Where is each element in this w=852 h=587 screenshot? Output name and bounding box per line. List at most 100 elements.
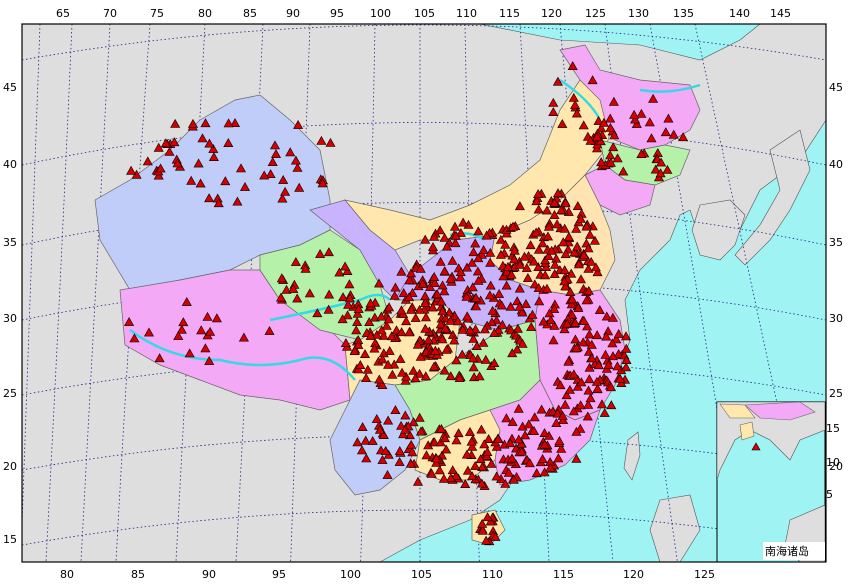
inset-lat-label: 5 [826,488,833,501]
station-triangle-icon [512,323,523,333]
station-triangle-icon [176,324,187,334]
station-triangle-icon [572,381,583,391]
station-triangle-icon [160,138,171,148]
station-triangle-icon [439,266,450,276]
lon-label-top: 90 [286,7,300,20]
station-triangle-icon [500,239,511,249]
station-triangle-icon [608,142,619,152]
station-triangle-icon [591,131,603,141]
station-triangle-icon [481,230,492,240]
station-triangle-icon [415,263,426,273]
station-triangle-icon [431,453,442,463]
station-triangle-icon [603,359,614,369]
station-triangle-icon [457,349,468,359]
station-triangle-icon [481,535,492,545]
station-triangle-icon [543,221,554,231]
station-triangle-icon [276,273,287,283]
station-triangle-icon [386,331,397,341]
station-triangle-icon [644,117,655,127]
lon-label-top: 70 [103,7,117,20]
lon-label-top: 145 [770,7,791,20]
korea-japan [691,129,811,266]
station-triangle-icon [275,292,287,302]
station-triangle-icon [337,314,348,324]
station-triangle-icon [285,147,296,157]
station-triangle-icon [406,439,417,449]
station-triangle-icon [503,467,514,477]
lon-label-top: 115 [499,7,520,20]
station-triangle-icon [548,107,559,116]
station-triangle-icon [605,113,616,123]
station-triangle-icon [586,339,597,349]
station-triangle-icon [359,349,371,358]
lat-label-left: 25 [3,387,17,400]
station-triangle-icon [559,276,570,286]
station-triangle-icon [582,321,593,331]
station-triangle-icon [485,280,496,290]
station-triangle-icon [575,213,586,223]
station-triangle-icon [349,346,360,355]
station-triangle-icon [265,169,276,178]
station-triangle-icon [278,174,289,184]
station-triangle-icon [527,309,538,319]
station-triangle-icon [487,305,498,315]
station-triangle-icon [526,321,537,331]
station-triangle-icon [552,76,563,86]
inset-panel: 15 10 5 南海诸岛 [716,401,840,563]
station-triangle-icon [343,299,354,309]
station-triangle-icon [455,272,466,282]
station-triangle-icon [512,344,523,354]
inset-region-guangdong [744,402,816,421]
station-triangle-icon [142,156,153,166]
station-triangle-icon [592,330,603,340]
station-triangle-icon [596,157,607,167]
station-triangle-icon [555,380,566,390]
station-triangle-icon [466,436,477,446]
lon-label-top: 100 [370,7,391,20]
station-triangle-icon [420,312,432,322]
station-triangle-icon [235,163,247,173]
station-triangle-icon [441,344,452,354]
station-triangle-icon [584,374,595,384]
station-triangle-icon [351,325,362,335]
station-triangle-icon [513,403,524,413]
station-triangle-icon [591,376,602,386]
station-triangle-icon [631,118,642,128]
lon-label-top: 105 [414,7,435,20]
station-triangle-icon [568,92,579,102]
station-triangle-icon [539,428,550,437]
lat-label-left: 15 [3,533,17,546]
station-triangle-icon [548,97,559,107]
lat-label-left: 30 [3,312,17,325]
station-triangle-icon [494,288,505,298]
station-triangle-icon [450,238,461,248]
station-triangle-icon [558,237,569,247]
station-triangle-icon [196,325,207,335]
station-triangle-icon [477,518,488,528]
station-triangle-icon [564,384,575,394]
station-triangle-icon [426,468,437,478]
station-triangle-icon [334,267,345,277]
station-triangle-icon [408,417,419,427]
station-triangle-icon [292,162,303,172]
rivers [129,78,701,381]
station-triangle-icon [482,447,493,456]
station-triangle-icon [415,351,426,361]
station-triangle-icon [154,353,165,363]
station-triangle-icon [445,315,456,325]
station-triangle-icon [549,209,560,219]
station-triangle-icon [437,334,448,344]
station-triangle-icon [200,343,211,353]
lon-label-top: 110 [456,7,477,20]
station-triangle-icon [660,127,671,137]
inset-region-guangxi [719,403,756,419]
station-triangle-icon [445,473,456,483]
station-triangle-icon [538,316,549,326]
station-triangle-icon [537,238,548,248]
station-triangle-icon [367,435,378,445]
station-triangle-icon [453,428,464,438]
station-triangle-icon [355,360,366,369]
station-triangle-icon [596,399,608,409]
station-triangle-icon [312,308,323,318]
